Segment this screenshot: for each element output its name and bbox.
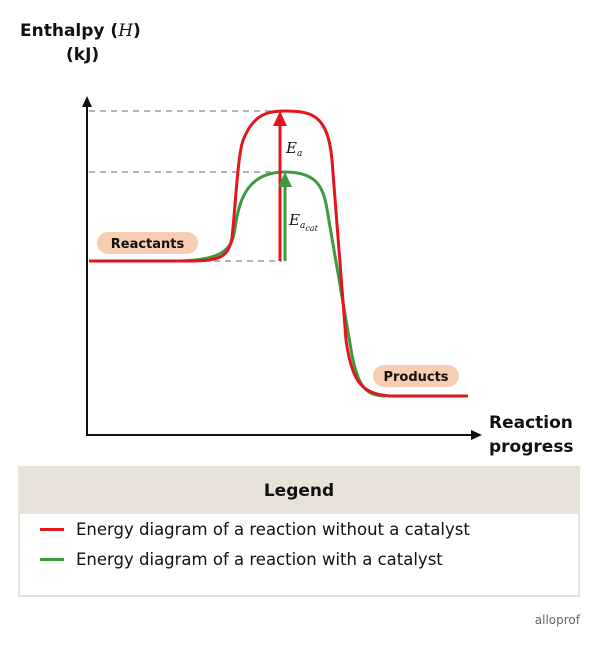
x-axis-arrow-icon [471, 430, 482, 440]
eacat-arrowhead-icon [278, 172, 292, 187]
legend: Legend Energy diagram of a reaction with… [18, 466, 580, 597]
legend-item-catalyzed: Energy diagram of a reaction with a cata… [40, 544, 578, 574]
eacat-label: Eacat [288, 211, 319, 233]
reactants-pill [97, 232, 198, 254]
products-pill [373, 365, 459, 387]
x-axis-label-line2: progress [489, 437, 574, 457]
energy-diagram: Enthalpy (H) (kJ) Reaction progress Ea E… [20, 21, 574, 457]
y-axis-arrow-icon [82, 96, 92, 107]
y-axis-label: Enthalpy (H) [20, 21, 141, 41]
alloprof-logo: alloprof [534, 613, 580, 627]
legend-item-label: Energy diagram of a reaction with a cata… [76, 549, 443, 569]
ea-arrowhead-icon [273, 111, 287, 126]
uncatalyzed-curve [89, 109, 468, 398]
legend-item-label: Energy diagram of a reaction without a c… [76, 519, 470, 539]
ea-label: Ea [285, 139, 302, 159]
x-axis-label-line1: Reaction [489, 413, 573, 433]
legend-item-uncatalyzed: Energy diagram of a reaction without a c… [40, 514, 578, 544]
red-line-swatch-icon [40, 527, 64, 531]
y-axis-unit: (kJ) [66, 45, 99, 65]
legend-title: Legend [20, 468, 578, 514]
catalyzed-curve [179, 170, 386, 398]
products-label: Products [383, 370, 448, 385]
reactants-label: Reactants [111, 237, 185, 252]
green-line-swatch-icon [40, 557, 64, 561]
